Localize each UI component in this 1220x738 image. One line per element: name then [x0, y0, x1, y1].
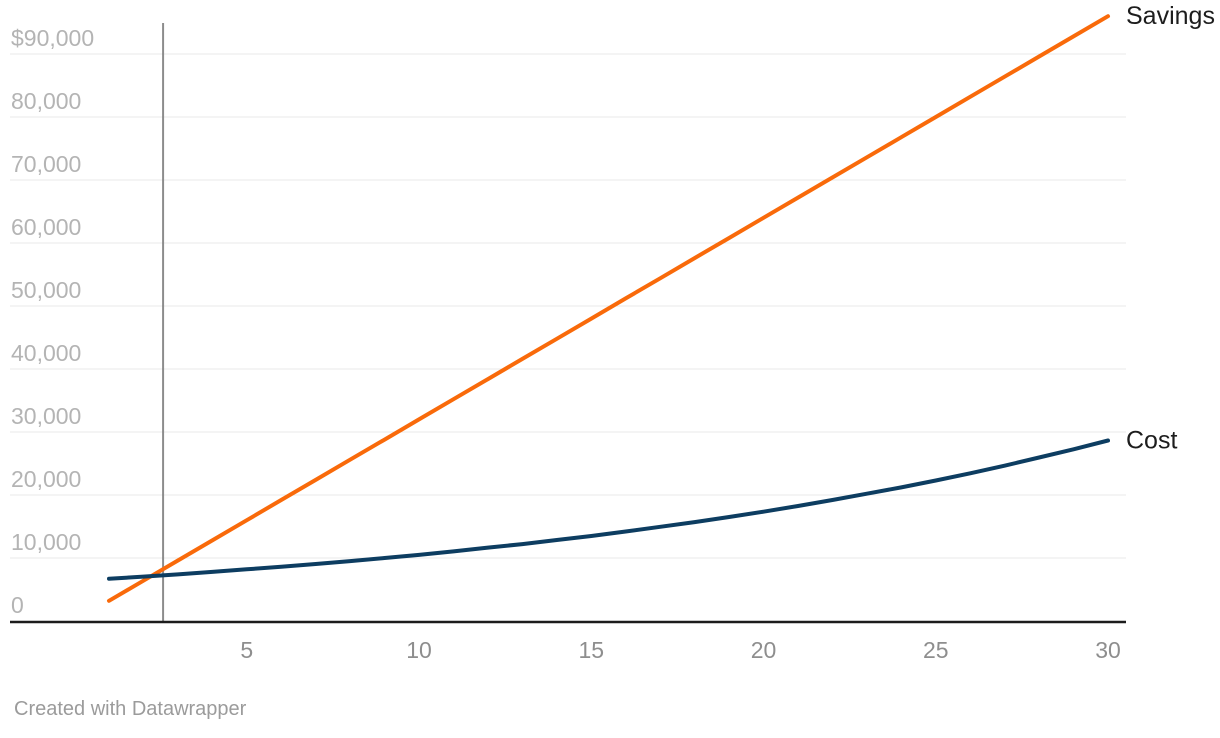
y-axis-tick-label: 10,000 — [11, 529, 81, 555]
x-axis-labels: 5 10 15 20 25 30 — [240, 637, 1120, 663]
y-axis-tick-label: 60,000 — [11, 214, 81, 240]
y-axis-labels: 0 10,000 20,000 30,000 40,000 50,000 60,000 70,… — [11, 25, 94, 618]
x-axis-tick-label: 10 — [406, 637, 432, 663]
cost-series-label: Cost — [1126, 427, 1177, 455]
x-axis-tick-label: 5 — [240, 637, 253, 663]
cost-line — [107, 438, 1110, 581]
y-axis-tick-label: 40,000 — [11, 340, 81, 366]
x-axis-tick-label: 20 — [751, 637, 777, 663]
y-axis-tick-label: 80,000 — [11, 88, 81, 114]
chart-plot-area: 0 10,000 20,000 30,000 40,000 50,000 60,000 70,… — [10, 2, 1215, 663]
gridlines — [10, 53, 1126, 559]
y-axis-tick-label: $90,000 — [11, 25, 94, 51]
x-axis-tick-label: 25 — [923, 637, 949, 663]
y-axis-tick-label: 0 — [11, 592, 24, 618]
savings-line — [107, 14, 1110, 603]
y-axis-tick-label: 30,000 — [11, 403, 81, 429]
y-axis-tick-label: 20,000 — [11, 466, 81, 492]
savings-series-label: Savings — [1126, 2, 1215, 30]
y-axis-tick-label: 70,000 — [11, 151, 81, 177]
datawrapper-credit: Created with Datawrapper — [14, 698, 247, 720]
x-axis-tick-label: 15 — [578, 637, 604, 663]
y-axis-tick-label: 50,000 — [11, 277, 81, 303]
x-axis-tick-label: 30 — [1095, 637, 1121, 663]
